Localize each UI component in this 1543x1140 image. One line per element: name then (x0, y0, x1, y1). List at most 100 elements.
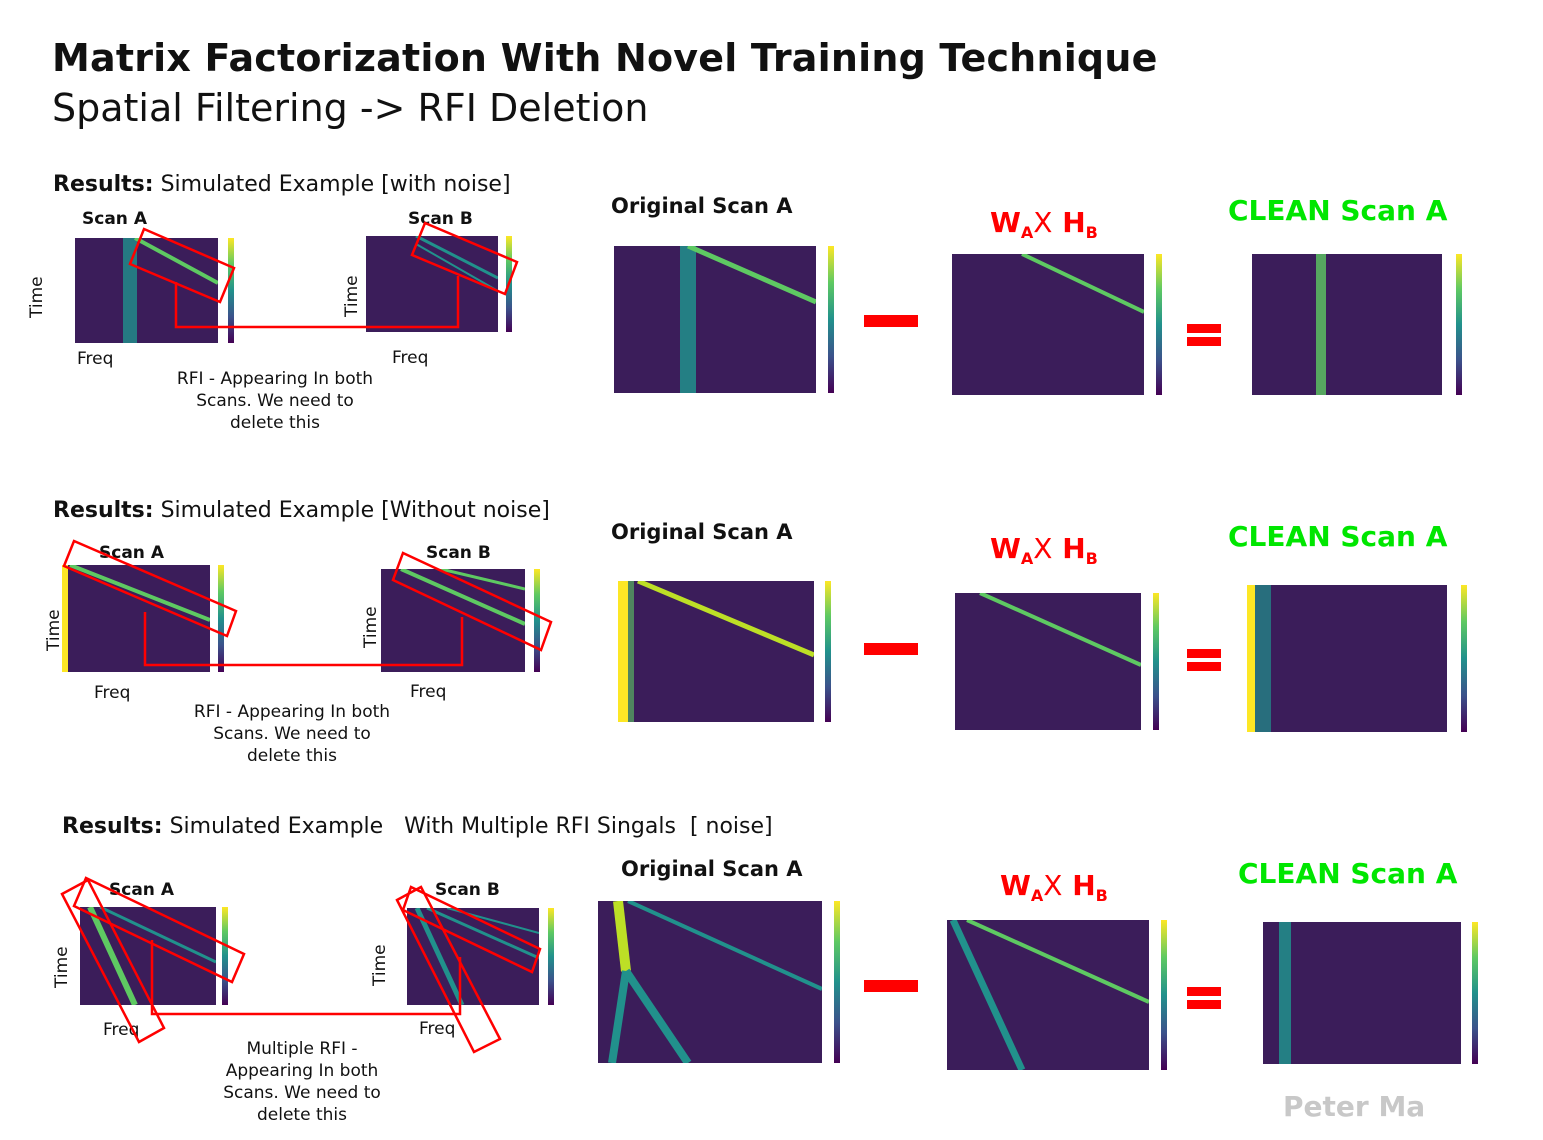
row2-wa-x-hb-label: WAX HB (990, 532, 1098, 568)
row1-original-title: Original Scan A (611, 194, 793, 218)
row1-original-plot (614, 246, 816, 393)
row1-time-label-a: Time (27, 276, 47, 318)
row2-original-title: Original Scan A (611, 520, 793, 544)
w-letter: W (990, 532, 1021, 565)
row2-scan-a-colorbar (218, 565, 224, 672)
note-line: RFI - Appearing In both (193, 702, 391, 722)
w-sub: A (1020, 223, 1034, 242)
row2-original-colorbar (825, 581, 831, 722)
row2-scan-b-label: Scan B (426, 543, 491, 563)
row1-freq-label-a: Freq (77, 349, 114, 369)
row2-clean-title: CLEAN Scan A (1228, 520, 1448, 553)
row2-clean-colorbar (1461, 585, 1467, 732)
h-sub: B (1095, 886, 1108, 905)
row2-scan-b-colorbar (534, 569, 540, 672)
row1-equals-bottom (1187, 337, 1221, 346)
row3-clean-plot (1263, 922, 1461, 1064)
row3-wh-colorbar (1161, 920, 1167, 1070)
row2-equals-bottom (1187, 662, 1221, 671)
h-letter: H (1072, 869, 1096, 902)
note-line: Multiple RFI - (246, 1039, 358, 1059)
row2-scan-a-label: Scan A (99, 543, 164, 563)
row1-time-label-b: Time (342, 275, 362, 317)
row3-scan-a-label: Scan A (109, 880, 174, 900)
results-text: Simulated Example [Without noise] (160, 498, 550, 523)
row3-equals-top (1187, 987, 1221, 996)
results-text: Simulated Example [with noise] (160, 172, 511, 197)
row2-scan-a-plot (62, 565, 210, 672)
row3-clean-title: CLEAN Scan A (1238, 857, 1458, 890)
row3-wh-plot (947, 920, 1149, 1070)
row3-freq-label-a: Freq (103, 1020, 140, 1040)
row1-original-colorbar (828, 246, 834, 393)
row1-results-heading: Results: Simulated Example [with noise] (53, 172, 511, 197)
w-letter: W (990, 206, 1021, 239)
row2-rfi-note: RFI - Appearing In both Scans. We need t… (177, 701, 407, 767)
w-letter: W (1000, 869, 1031, 902)
row1-rfi-note: RFI - Appearing In both Scans. We need t… (160, 368, 390, 434)
results-bold: Results: (62, 814, 163, 839)
row3-scan-b-plot (407, 908, 539, 1005)
row3-results-heading: Results: Simulated Example With Multiple… (62, 814, 773, 839)
h-sub: B (1085, 223, 1098, 242)
w-sub: A (1020, 549, 1034, 568)
row3-time-label-b: Time (370, 944, 390, 986)
row3-equals-bottom (1187, 1000, 1221, 1009)
times-sign: X (1033, 532, 1053, 565)
row2-results-heading: Results: Simulated Example [Without nois… (53, 498, 550, 523)
row2-time-label-b: Time (361, 606, 381, 648)
row3-scan-a-plot (80, 907, 216, 1005)
times-sign: X (1033, 206, 1053, 239)
row2-minus-sign (864, 643, 918, 655)
times-sign: X (1043, 869, 1063, 902)
note-line: Scans. We need to (196, 391, 354, 411)
row3-minus-sign (864, 980, 918, 992)
row2-freq-label-b: Freq (410, 682, 447, 702)
results-bold: Results: (53, 172, 154, 197)
author-credit: Peter Ma (1283, 1090, 1426, 1123)
row3-scan-b-label: Scan B (435, 880, 500, 900)
row3-original-colorbar (834, 901, 840, 1063)
row1-clean-plot (1252, 254, 1442, 395)
row3-original-title: Original Scan A (621, 857, 803, 881)
note-line: RFI - Appearing In both (176, 369, 374, 389)
note-line: Scans. We need to (223, 1083, 381, 1103)
row1-scan-b-label: Scan B (408, 209, 473, 229)
results-text: Simulated Example With Multiple RFI Sing… (169, 814, 773, 839)
row2-time-label-a: Time (44, 609, 64, 651)
row1-clean-title: CLEAN Scan A (1228, 194, 1448, 227)
row3-wa-x-hb-label: WAX HB (1000, 869, 1108, 905)
row3-clean-colorbar (1472, 922, 1478, 1064)
row1-scan-b-plot (366, 236, 498, 332)
results-bold: Results: (53, 498, 154, 523)
page-title: Matrix Factorization With Novel Training… (52, 36, 1158, 80)
row2-wh-colorbar (1153, 593, 1159, 730)
row1-clean-colorbar (1456, 254, 1462, 395)
row1-scan-b-colorbar (506, 236, 512, 332)
row3-scan-b-colorbar (548, 908, 554, 1005)
row1-wh-plot (952, 254, 1144, 395)
note-line: delete this (230, 413, 320, 433)
note-line: delete this (257, 1105, 347, 1125)
h-letter: H (1062, 532, 1086, 565)
row3-time-label-a: Time (52, 946, 72, 988)
row2-scan-b-plot (381, 569, 525, 672)
row1-scan-a-colorbar (228, 238, 234, 343)
row2-equals-top (1187, 649, 1221, 658)
h-sub: B (1085, 549, 1098, 568)
row3-rfi-note: Multiple RFI - Appearing In both Scans. … (187, 1038, 417, 1126)
row1-wh-colorbar (1156, 254, 1162, 395)
row1-minus-sign (864, 315, 918, 327)
h-letter: H (1062, 206, 1086, 239)
row1-scan-a-label: Scan A (82, 209, 147, 229)
row1-wa-x-hb-label: WAX HB (990, 206, 1098, 242)
row2-clean-plot (1247, 585, 1447, 732)
row2-original-plot (618, 581, 814, 722)
row3-original-plot (598, 901, 822, 1063)
page-subtitle: Spatial Filtering -> RFI Deletion (52, 86, 649, 130)
row1-freq-label-b: Freq (392, 348, 429, 368)
row2-wh-plot (955, 593, 1141, 730)
row1-equals-top (1187, 324, 1221, 333)
note-line: Scans. We need to (213, 724, 371, 744)
row3-freq-label-b: Freq (419, 1019, 456, 1039)
